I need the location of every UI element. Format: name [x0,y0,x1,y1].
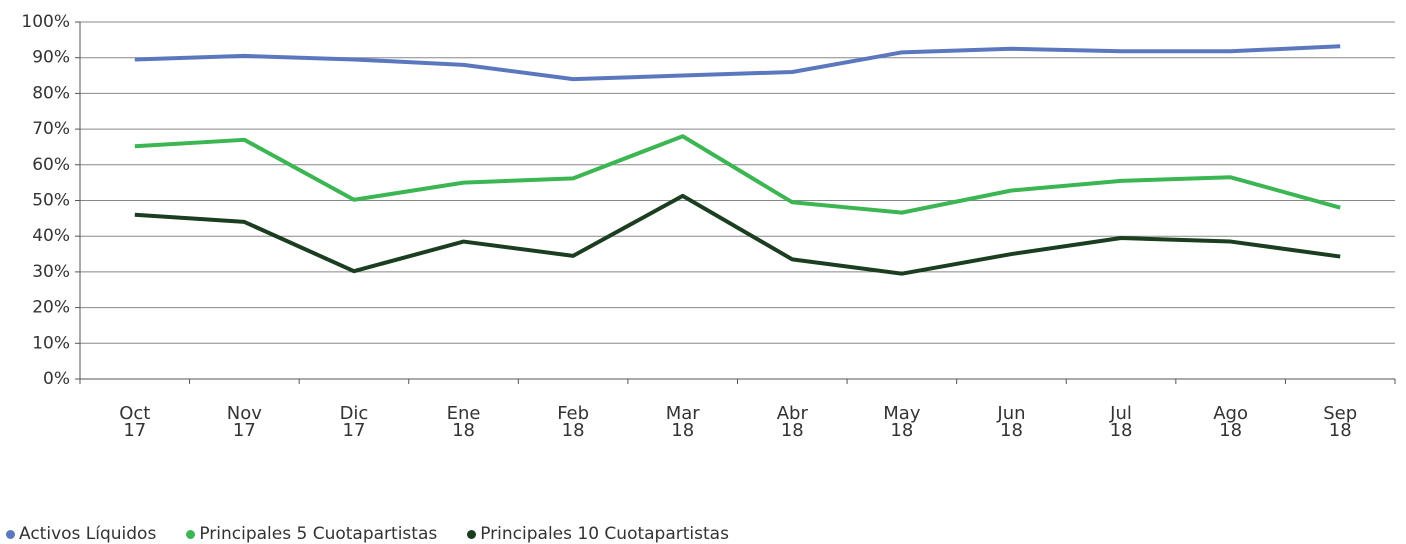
x-tick-label: Oct 17 [119,403,151,441]
chart: 0% 10% 20% 30% 40% 50% 60% 70% 80% 90% 100% [21,12,1396,389]
series-line [134,134,1341,215]
y-tick-label: 80% [32,83,70,103]
x-tick-label: Jun 18 [997,403,1026,441]
legend-marker [467,529,477,539]
x-tick-label: Ago 18 [1213,403,1248,441]
y-tick-label: 20% [32,298,70,318]
legend-label: Principales 5 Cuotapartistas [199,524,438,544]
x-tick-label: Jul 18 [1109,403,1133,441]
legend-marker [6,529,15,539]
y-tick-label: 30% [32,262,70,282]
y-tick-label: 60% [32,155,70,175]
legend-item: Activos Líquidos [6,524,156,544]
legend-label: Activos Líquidos [19,524,157,544]
series-line [134,193,1341,276]
y-tick-label: 100% [21,12,70,32]
x-tick-label: Abr 18 [776,403,808,441]
y-tick-label: 0% [43,369,70,389]
series-line [134,44,1341,82]
x-tick-label: Mar 18 [665,403,700,441]
x-tick-label: Sep 18 [1323,403,1358,441]
y-tick-label: 70% [32,119,70,139]
legend-item: Principales 10 Cuotapartistas [467,524,729,544]
x-tick-label: Nov 17 [226,403,262,441]
legend: Activos Líquidos Principales 5 Cuotaparti… [6,524,729,544]
y-tick-label: 90% [32,48,70,68]
x-tick-label: Dic 17 [339,403,369,441]
y-tick-label: 40% [32,226,70,246]
y-tick-label: 50% [32,191,70,211]
x-tick-label: Ene 18 [446,403,481,441]
legend-label: Principales 10 Cuotapartistas [480,524,729,544]
x-tick-label: May 18 [883,403,921,441]
y-tick-label: 10% [32,333,70,353]
legend-item: Principales 5 Cuotapartistas [186,524,437,544]
legend-marker [186,529,196,539]
x-tick-label: Feb 18 [557,403,590,441]
